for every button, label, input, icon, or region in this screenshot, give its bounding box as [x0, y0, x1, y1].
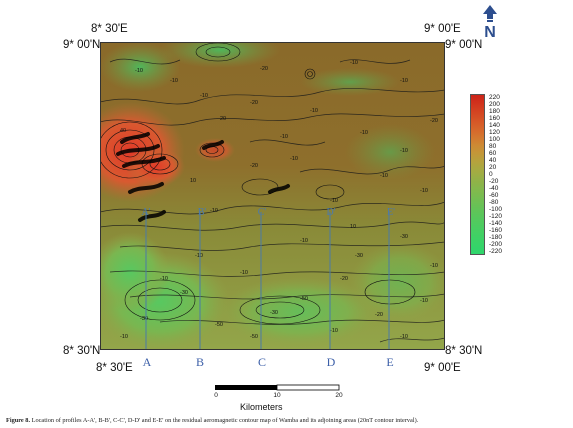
coord-bottom-right-lat: 8* 30'N: [445, 345, 483, 357]
profile-b-label: B: [195, 355, 205, 369]
legend-value-label: 220: [489, 94, 500, 101]
legend-value-label: -20: [489, 178, 499, 185]
legend-value-label: -60: [489, 192, 499, 199]
contour-label: -10: [330, 198, 338, 204]
scale-unit: Kilometers: [240, 402, 283, 412]
contour-label: 40: [120, 128, 126, 134]
contour-label: -50: [250, 334, 258, 340]
legend-value-label: 100: [489, 136, 500, 143]
legend-value-label: -120: [489, 213, 503, 220]
contour-label: -50: [215, 322, 223, 328]
contour-label: -30: [140, 316, 148, 322]
contour-label: -10: [290, 156, 298, 162]
legend-value-label: -180: [489, 234, 503, 241]
contour-label: -20: [375, 312, 383, 318]
contour-label: -10: [400, 334, 408, 340]
legend-value-label: 180: [489, 108, 500, 115]
scale-bar: [215, 384, 340, 391]
contour-label: -10: [280, 134, 288, 140]
coord-bottom-left-lon: 8* 30'E: [96, 362, 133, 374]
contour-label: -30: [180, 290, 188, 296]
profile-a-label: A: [142, 355, 152, 369]
legend-value-label: -220: [489, 248, 503, 255]
contour-label: -10: [310, 108, 318, 114]
legend-value-label: -140: [489, 220, 503, 227]
profile-a-prime-label: A': [141, 207, 151, 218]
coord-top-left-lon: 8* 30'E: [91, 23, 128, 35]
legend-value-label: 120: [489, 129, 500, 136]
contour-label: 10: [190, 178, 196, 184]
caption-text: Location of profiles A-A', B-B', C-C', D…: [31, 417, 419, 424]
contour-label: -10: [330, 328, 338, 334]
legend-value-label: 140: [489, 122, 500, 129]
coord-top-left-lat: 9* 00'N: [63, 39, 101, 51]
contour-label: 20: [220, 116, 226, 122]
contour-label: -10: [400, 148, 408, 154]
profile-b-prime-label: B': [197, 207, 207, 218]
contour-map: -10 -10 -20 -10 -10 -20 -10 20 -10 -10 -…: [100, 42, 445, 350]
legend-value-label: 160: [489, 115, 500, 122]
legend-value-label: 200: [489, 101, 500, 108]
profile-c-label: C: [257, 355, 267, 369]
legend-color-bar: [470, 94, 485, 255]
contour-label: -30: [270, 310, 278, 316]
contour-label: -30: [355, 253, 363, 259]
legend-value-label: -80: [489, 199, 499, 206]
profile-e-prime-label: E': [387, 207, 395, 218]
coord-top-right-lat: 9* 00'N: [445, 39, 483, 51]
contour-label: -10: [420, 298, 428, 304]
contour-label: -20: [250, 100, 258, 106]
contour-label: -10: [420, 188, 428, 194]
coord-bottom-right-lon: 9* 00'E: [424, 362, 461, 374]
contour-label: -10: [210, 208, 218, 214]
legend-value-label: -160: [489, 227, 503, 234]
contour-label: -10: [360, 130, 368, 136]
scale-tick-0: 0: [214, 392, 218, 399]
legend-value-label: 0: [489, 171, 493, 178]
contour-label: -10: [195, 253, 203, 259]
contour-label: -10: [430, 263, 438, 269]
legend-value-label: -100: [489, 206, 503, 213]
legend-value-label: 60: [489, 150, 497, 157]
profile-c-prime-label: C': [257, 207, 267, 218]
contour-label: -10: [170, 78, 178, 84]
profile-d-prime-label: D': [326, 207, 336, 218]
contour-label: -20: [340, 276, 348, 282]
contour-label: -10: [160, 276, 168, 282]
figure-caption: Figure 8. Location of profiles A-A', B-B…: [6, 417, 418, 424]
legend-value-label: -40: [489, 185, 499, 192]
profile-e-label: E: [386, 355, 394, 369]
contour-label: -10: [300, 238, 308, 244]
contour-label: -10: [200, 93, 208, 99]
scale-tick-10: 10: [273, 392, 281, 399]
legend-value-label: 40: [489, 157, 497, 164]
north-arrow-icon: N: [483, 5, 497, 38]
contour-label: -20: [430, 118, 438, 124]
scale-tick-20: 20: [335, 392, 343, 399]
contour-label: -10: [240, 270, 248, 276]
north-arrow-label: N: [484, 24, 496, 38]
contour-label: -10: [400, 78, 408, 84]
contour-label: 10: [350, 224, 356, 230]
contour-label: -20: [250, 163, 258, 169]
legend-value-label: 20: [489, 164, 497, 171]
contour-label: -30: [400, 234, 408, 240]
contour-label: -10: [135, 68, 143, 74]
contour-label: -20: [260, 66, 268, 72]
contour-label: -10: [380, 173, 388, 179]
legend-value-label: -200: [489, 241, 503, 248]
coord-bottom-left-lat: 8* 30'N: [63, 345, 101, 357]
contour-label: -10: [350, 60, 358, 66]
legend-value-label: 80: [489, 143, 497, 150]
contour-label: -10: [120, 334, 128, 340]
profile-d-label: D: [326, 355, 336, 369]
coord-top-right-lon: 9* 00'E: [424, 23, 461, 35]
contour-label: -50: [300, 296, 308, 302]
caption-label: Figure 8.: [6, 417, 31, 424]
